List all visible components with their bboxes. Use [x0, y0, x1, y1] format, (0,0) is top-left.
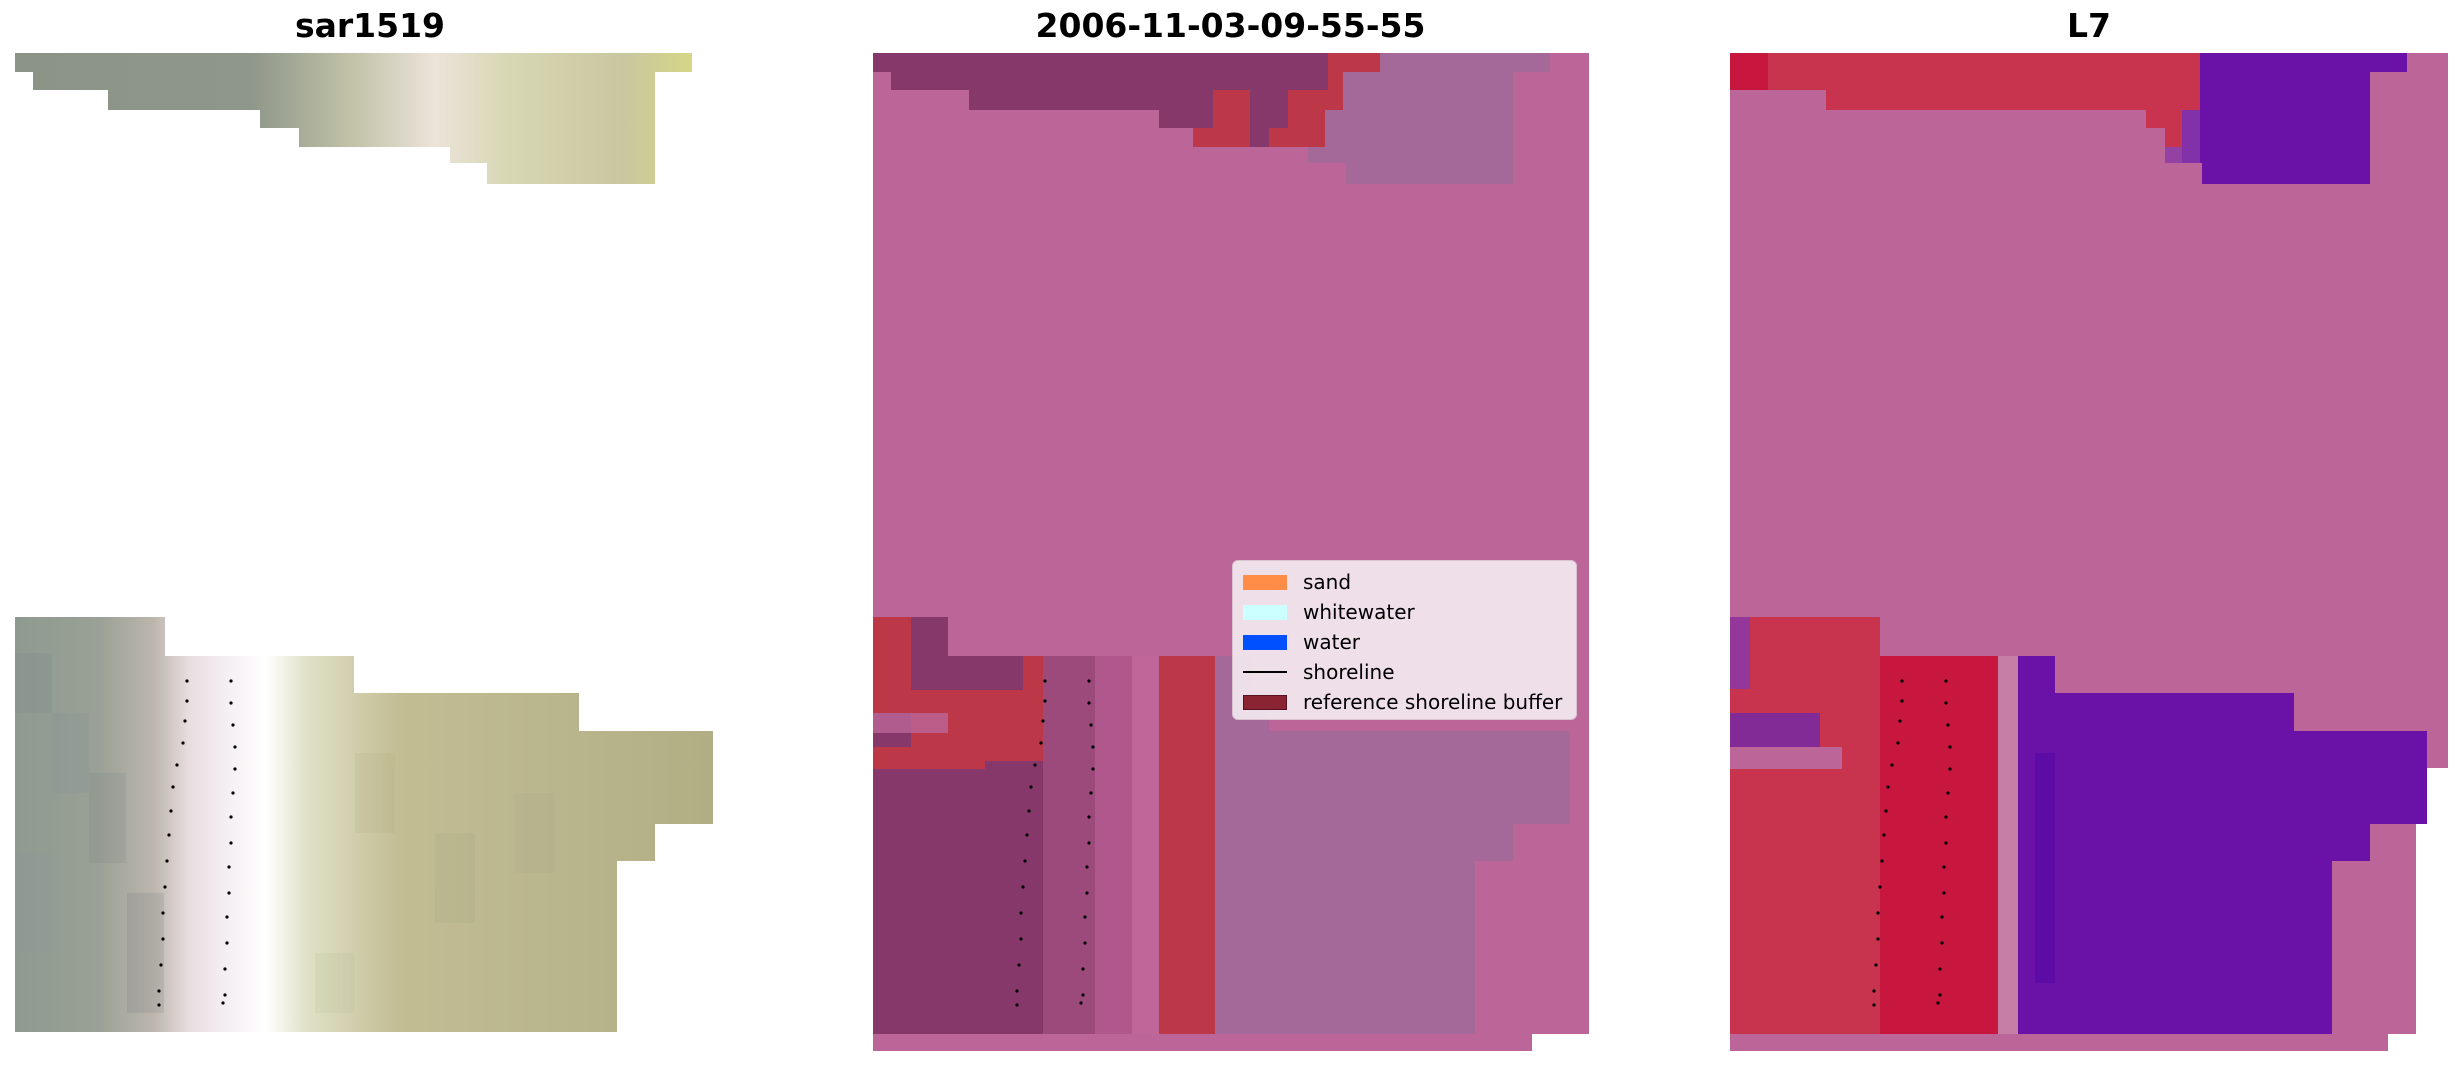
bottom-strip — [1730, 1034, 2388, 1051]
legend-label: water — [1303, 630, 1360, 654]
bottom-image-block — [15, 617, 713, 1032]
lower-pink-gap — [1132, 656, 1159, 1034]
legend-item-water: water — [1243, 627, 1566, 657]
top-red-patch-2 — [1269, 53, 1380, 147]
right-panel-title: L7 — [2067, 6, 2111, 45]
legend-line-shoreline — [1243, 671, 1287, 673]
legend-item-whitewater: whitewater — [1243, 597, 1566, 627]
lower-band-2 — [1095, 656, 1132, 1034]
lower-purple-left — [1730, 617, 1750, 689]
left-panel-title: sar1519 — [294, 6, 446, 45]
lower-pink-gap — [1998, 656, 2018, 1034]
legend-swatch-water — [1243, 634, 1287, 650]
bottom-strip — [873, 1034, 1532, 1051]
legend-label: reference shoreline buffer — [1303, 690, 1563, 714]
left-rgb-image — [15, 53, 730, 1033]
top-purple-block — [2182, 53, 2407, 184]
middle-panel-title: 2006-11-03-09-55-55 — [1035, 6, 1426, 45]
legend-item-shoreline: shoreline — [1243, 657, 1566, 687]
legend-label: shoreline — [1303, 660, 1395, 684]
shoreline-points — [157, 679, 237, 1007]
lower-purple-region — [2018, 656, 2427, 1034]
lower-band-1 — [1043, 656, 1095, 1034]
right-l7-image — [1730, 53, 2448, 1051]
legend-item-sand: sand — [1243, 567, 1566, 597]
lower-crimson-left — [1730, 617, 1880, 1034]
shoreline-points — [1872, 679, 1952, 1007]
top-image-strip — [15, 53, 692, 184]
legend-label: sand — [1303, 570, 1352, 594]
legend-swatch-whitewater — [1243, 604, 1287, 620]
shoreline-points — [1015, 679, 1095, 1007]
legend-item-reference-buffer: reference shoreline buffer — [1243, 687, 1566, 717]
top-purple-edge — [2165, 110, 2200, 163]
top-crimson-band — [1730, 53, 2200, 147]
pixel-texture — [15, 653, 555, 1013]
middle-classified-image — [873, 53, 1589, 1051]
top-crimson-accent — [1730, 53, 1768, 90]
legend-swatch-reference-buffer — [1243, 694, 1287, 710]
top-red-patch-1 — [1193, 90, 1250, 147]
lower-mauve-region — [1215, 656, 1570, 1034]
lower-pink-strip — [873, 713, 948, 733]
legend-swatch-sand — [1243, 574, 1287, 590]
lower-purple-dark — [2035, 753, 2055, 983]
legend: sand whitewater water shoreline referenc… — [1232, 560, 1577, 720]
top-mauve-patch — [1308, 53, 1550, 184]
lower-purple-row — [1730, 713, 1820, 747]
legend-label: whitewater — [1303, 600, 1415, 624]
